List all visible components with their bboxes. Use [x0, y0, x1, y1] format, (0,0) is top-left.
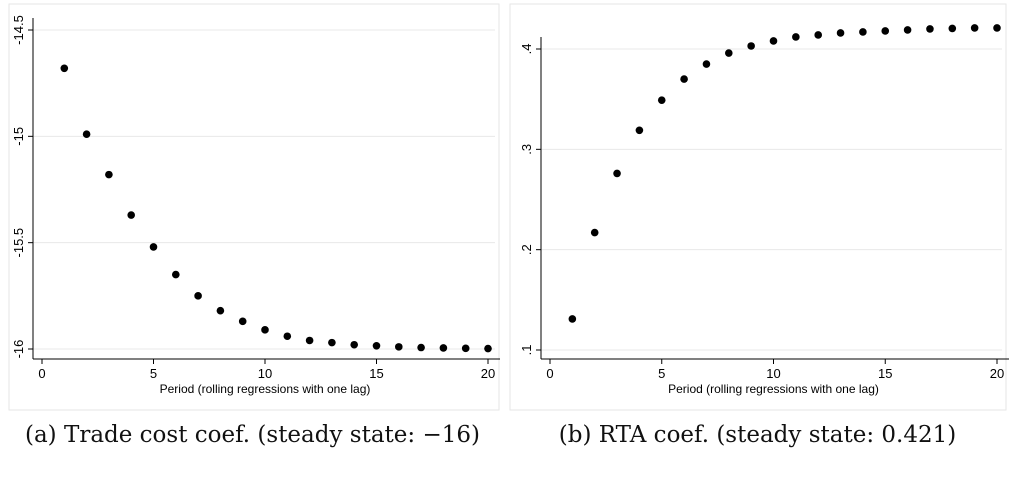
data-point: [881, 27, 890, 35]
caption-b: (b) RTA coef. (steady state: 0.421): [505, 422, 1010, 448]
data-point: [747, 42, 755, 50]
x-tick-label-4: 20: [990, 366, 1004, 381]
data-point: [149, 243, 158, 251]
data-point: [372, 342, 381, 350]
data-point: [657, 96, 666, 104]
data-point: [439, 344, 448, 352]
data-point: [926, 25, 934, 33]
data-point: [461, 344, 470, 353]
y-tick-label-1: .2: [519, 244, 534, 255]
data-point: [836, 29, 845, 37]
caption-b-label: (b): [558, 422, 592, 448]
data-point: [613, 169, 621, 178]
data-point: [216, 306, 225, 315]
y-tick-label-2: -15: [11, 127, 26, 146]
x-tick-label-4: 20: [481, 366, 495, 381]
data-point: [105, 170, 113, 179]
x-axis-title: Period (rolling regressions with one lag…: [668, 382, 879, 396]
data-point: [82, 130, 91, 139]
y-tick-label-3: .4: [519, 44, 534, 55]
data-point: [903, 26, 912, 34]
caption-b-text: RTA coef. (steady state: 0.421): [598, 422, 957, 448]
y-tick-label-1: -15.5: [11, 228, 26, 258]
chart-frame: [509, 3, 1007, 411]
caption-a-label: (a): [25, 422, 57, 448]
data-point: [702, 60, 711, 68]
y-tick-label-0: -16: [11, 340, 26, 359]
data-point: [194, 292, 202, 300]
data-point: [127, 211, 135, 219]
data-point: [238, 317, 247, 326]
data-point: [328, 338, 336, 347]
x-tick-label-3: 15: [878, 366, 892, 381]
y-tick-label-2: .3: [519, 144, 534, 155]
data-point: [417, 343, 425, 352]
data-point: [568, 315, 577, 323]
x-axis-title: Period (rolling regressions with one lag…: [160, 382, 371, 396]
data-point: [814, 31, 822, 39]
rta-scatter-chart: .1 .2 .3 .4 0 5 10 15 20 Period (rolling regressi…: [509, 3, 1009, 411]
data-point: [60, 64, 69, 73]
data-point: [859, 28, 867, 36]
data-point: [395, 343, 403, 351]
trade-cost-scatter-chart: -16 -15.5 -15 -14.5 0 5 10 15 20 Period (rolling …: [8, 3, 500, 411]
data-point: [283, 332, 292, 341]
y-tick-label-0: .1: [519, 345, 534, 356]
x-tick-label-0: 0: [38, 366, 45, 381]
y-tick-label-3: -14.5: [11, 15, 26, 45]
data-point: [261, 326, 269, 334]
data-point: [725, 49, 733, 57]
x-tick-label-2: 10: [766, 366, 780, 381]
data-point: [993, 24, 1001, 32]
data-point: [305, 336, 314, 345]
x-tick-label-3: 15: [369, 366, 383, 381]
data-point: [590, 228, 599, 237]
caption-a-text: Trade cost coef. (steady state: −16): [63, 422, 480, 448]
data-point: [769, 37, 778, 45]
data-point: [792, 33, 800, 41]
x-tick-label-0: 0: [546, 366, 553, 381]
data-point: [172, 270, 180, 279]
data-point: [970, 24, 979, 32]
x-tick-label-1: 5: [150, 366, 157, 381]
data-point: [350, 340, 359, 349]
data-point: [948, 24, 957, 33]
data-point: [680, 75, 688, 83]
x-tick-label-1: 5: [658, 366, 665, 381]
data-point: [484, 344, 492, 353]
data-point: [635, 126, 644, 135]
x-tick-label-2: 10: [258, 366, 272, 381]
caption-a: (a) Trade cost coef. (steady state: −16): [0, 422, 505, 448]
chart-frame: [8, 3, 500, 411]
